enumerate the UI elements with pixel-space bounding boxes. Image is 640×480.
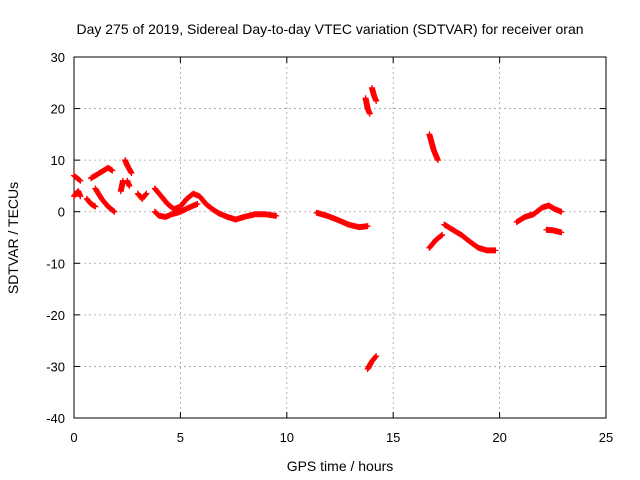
chart-title: Day 275 of 2019, Sidereal Day-to-day VTE…	[76, 21, 583, 37]
y-tick-label: 20	[51, 102, 65, 117]
data-segment	[151, 200, 201, 220]
x-tick-label: 5	[177, 430, 184, 445]
y-tick-label: -40	[46, 411, 65, 426]
data-points	[368, 84, 380, 104]
data-segment	[88, 164, 116, 182]
data-segment	[362, 95, 373, 117]
data-points	[364, 353, 380, 373]
y-tick-label: -30	[46, 359, 65, 374]
data-segment	[122, 157, 135, 177]
data-points	[513, 202, 565, 226]
data-segment	[124, 177, 133, 189]
data-points	[124, 177, 133, 189]
data-segment	[134, 190, 150, 202]
x-tick-label: 25	[599, 430, 613, 445]
y-tick-label: 0	[58, 205, 65, 220]
data-points	[151, 185, 280, 223]
data-points	[426, 231, 446, 251]
data-series	[71, 84, 565, 373]
data-points	[313, 209, 371, 231]
data-points	[83, 195, 99, 210]
tick-labels: 0 5 10 15 20 25 -40 -30 -20 -10 0 10 20 30	[46, 50, 613, 445]
data-points	[117, 177, 126, 195]
data-segment	[117, 177, 126, 195]
data-segment	[543, 226, 565, 236]
x-tick-label: 20	[492, 430, 506, 445]
data-points	[134, 190, 150, 202]
data-segment	[364, 353, 380, 373]
data-segment	[426, 231, 446, 251]
data-points	[92, 185, 118, 215]
data-segment	[313, 209, 371, 231]
data-points	[151, 200, 201, 220]
data-segment	[71, 188, 84, 200]
plot-frame	[73, 56, 607, 419]
x-tick-label: 10	[280, 430, 294, 445]
y-tick-label: 10	[51, 153, 65, 168]
data-points	[88, 164, 116, 182]
y-tick-label: 30	[51, 50, 65, 65]
data-segment	[92, 185, 118, 215]
y-axis-label: SDTVAR / TECUs	[5, 182, 21, 294]
x-tick-label: 15	[386, 430, 400, 445]
data-points	[441, 221, 499, 254]
y-tick-label: -10	[46, 256, 65, 271]
data-points	[71, 172, 84, 184]
data-segment	[71, 172, 84, 184]
data-segment	[151, 185, 280, 223]
x-axis-label: GPS time / hours	[287, 458, 394, 474]
data-points	[122, 157, 135, 177]
data-segment	[513, 202, 565, 226]
data-points	[362, 95, 373, 117]
data-segment	[441, 221, 499, 254]
data-segment	[426, 131, 441, 164]
grid	[74, 57, 606, 418]
data-points	[71, 188, 84, 200]
data-segment	[83, 195, 99, 210]
y-tick-label: -20	[46, 308, 65, 323]
axis-ticks	[73, 56, 607, 419]
data-points	[543, 226, 565, 236]
x-tick-label: 0	[70, 430, 77, 445]
data-segment	[368, 84, 380, 104]
data-points	[426, 131, 441, 164]
